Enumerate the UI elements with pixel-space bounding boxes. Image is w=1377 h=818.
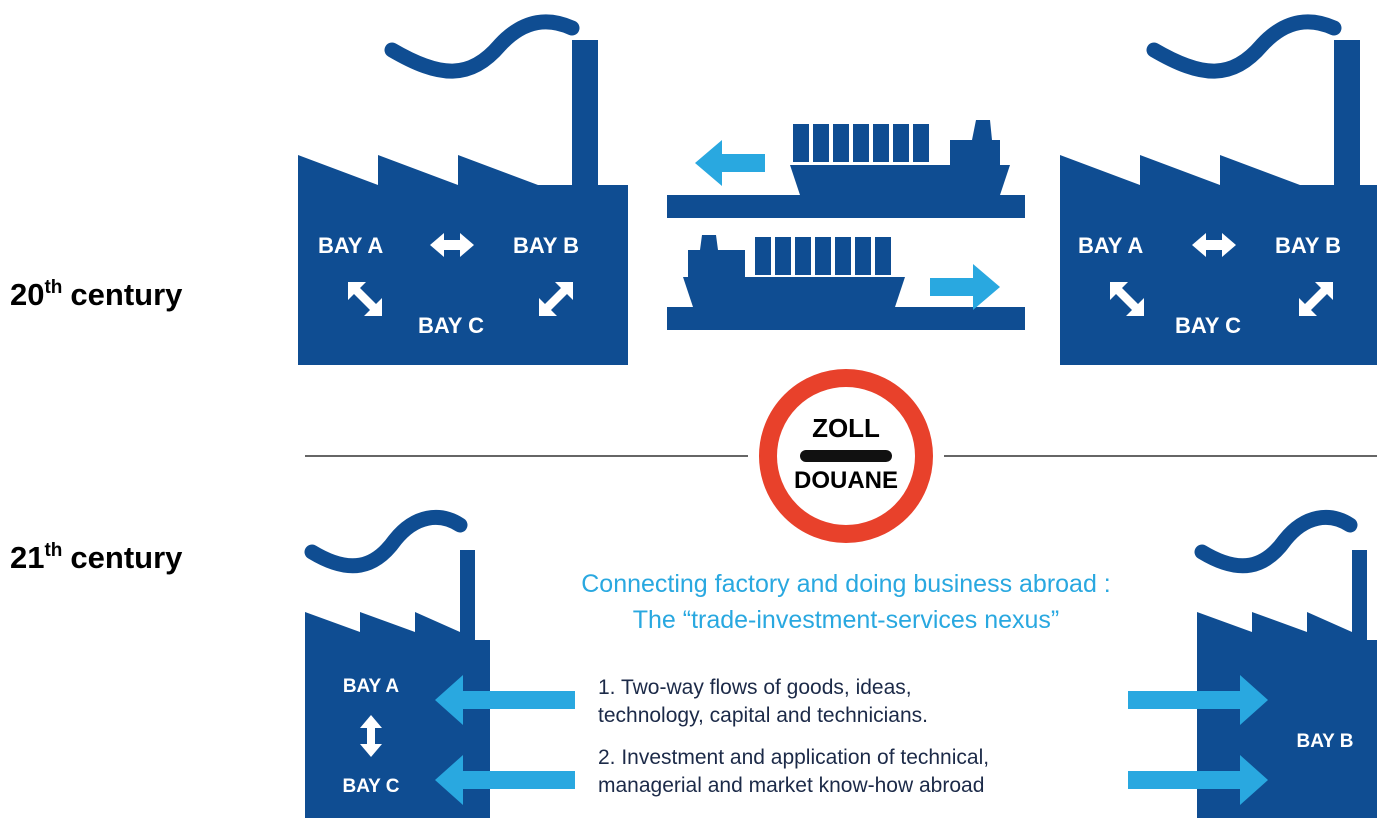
bay: BAY B bbox=[1296, 731, 1353, 752]
smoke bbox=[1154, 22, 1334, 71]
smoke bbox=[1202, 517, 1350, 565]
bay: BAY C bbox=[1175, 313, 1241, 338]
sign-text: DOUANE bbox=[794, 467, 898, 494]
bay: BAY B bbox=[513, 233, 579, 258]
nexus-item: managerial and market know-how abroad bbox=[598, 774, 984, 797]
arrow bbox=[695, 140, 765, 186]
bay: BAY A bbox=[343, 676, 400, 697]
nexus-item: 2. Investment and application of technic… bbox=[598, 746, 989, 769]
row-label: 21th century bbox=[10, 540, 183, 575]
bay: BAY B bbox=[1275, 233, 1341, 258]
nexus-title: Connecting factory and doing business ab… bbox=[581, 570, 1111, 598]
sign-bar bbox=[800, 450, 892, 462]
row-text: century bbox=[70, 277, 183, 312]
bay: BAY C bbox=[418, 313, 484, 338]
arrow bbox=[435, 675, 575, 725]
bay: BAY A bbox=[318, 233, 383, 258]
arrow bbox=[435, 755, 575, 805]
suffix: th bbox=[44, 277, 62, 298]
arrow bbox=[930, 264, 1000, 310]
diagram: 20thcentury 21thcentury BAY A BAY B BAY … bbox=[0, 0, 1377, 818]
bay: BAY A bbox=[1078, 233, 1143, 258]
bay: BAY C bbox=[342, 776, 399, 797]
row-label: 20th century bbox=[10, 277, 183, 312]
nexus-item: 1. Two-way flows of goods, ideas, bbox=[598, 676, 912, 699]
smoke bbox=[312, 517, 460, 565]
suffix: th bbox=[44, 540, 62, 561]
ordinal: 21 bbox=[10, 540, 44, 575]
smoke bbox=[392, 22, 572, 71]
row-text: century bbox=[70, 540, 183, 575]
ordinal: 20 bbox=[10, 277, 44, 312]
sign-text: ZOLL bbox=[812, 413, 880, 443]
nexus-title: The “trade-investment-services nexus” bbox=[633, 606, 1060, 634]
nexus-item: technology, capital and technicians. bbox=[598, 704, 928, 727]
